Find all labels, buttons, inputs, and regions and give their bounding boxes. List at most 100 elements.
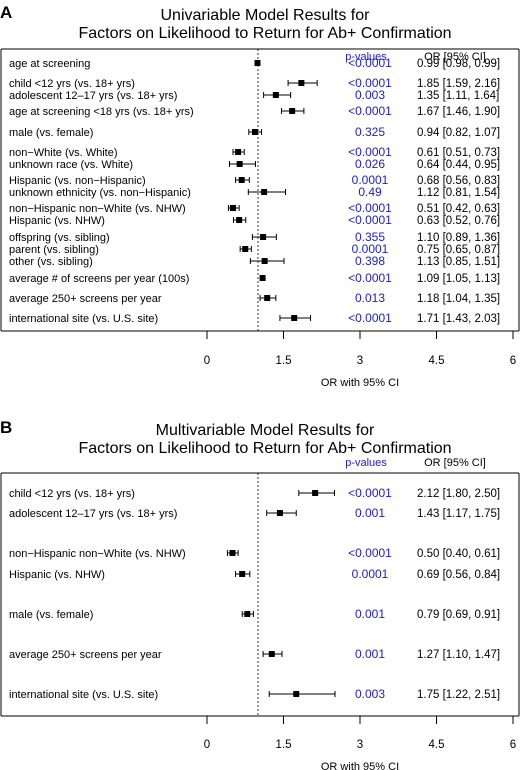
panel-letter: A bbox=[0, 3, 12, 22]
or-ci-text: 0.75 [0.65, 0.87] bbox=[417, 244, 500, 256]
or-ci-text: 1.18 [1.04, 1.35] bbox=[417, 293, 500, 305]
row-label: average 250+ screens per year bbox=[9, 293, 162, 305]
x-axis-label: OR with 95% CI bbox=[321, 377, 399, 389]
or-point bbox=[260, 234, 267, 240]
row-label: international site (vs. U.S. site) bbox=[9, 689, 158, 701]
p-value: 0.001 bbox=[355, 506, 385, 520]
or-point bbox=[236, 217, 243, 223]
row-label: adolescent 12–17 yrs (vs. 18+ yrs) bbox=[9, 90, 177, 102]
p-value: 0.325 bbox=[355, 125, 385, 139]
x-tick-label: 4.5 bbox=[429, 355, 445, 367]
or-ci-text: 1.71 [1.43, 2.03] bbox=[417, 313, 500, 325]
or-ci-text: 0.64 [0.44, 0.95] bbox=[417, 159, 500, 171]
row-label: other (vs. sibling) bbox=[9, 256, 93, 268]
panel-letter: B bbox=[0, 418, 12, 437]
or-point bbox=[261, 258, 268, 264]
or-ci-text: 1.85 [1.59, 2.16] bbox=[417, 78, 500, 90]
row-label: adolescent 12–17 yrs (vs. 18+ yrs) bbox=[9, 508, 177, 520]
or-ci-text: 1.12 [0.81, 1.54] bbox=[417, 187, 500, 199]
p-value: <0.0001 bbox=[348, 145, 392, 159]
or-point bbox=[238, 177, 245, 183]
or-point bbox=[242, 246, 249, 252]
or-point bbox=[289, 108, 296, 114]
p-value: 0.0001 bbox=[352, 242, 389, 256]
or-point bbox=[298, 80, 305, 86]
or-ci-text: 0.69 [0.56, 0.84] bbox=[417, 569, 500, 581]
row-label: Hispanic (vs. NHW) bbox=[9, 569, 105, 581]
or-ci-text: 0.79 [0.69, 0.91] bbox=[417, 609, 500, 621]
x-tick-label: 1.5 bbox=[276, 739, 292, 751]
row-label: child <12 yrs (vs. 18+ yrs) bbox=[9, 488, 135, 500]
p-value: 0.001 bbox=[355, 607, 385, 621]
p-value: <0.0001 bbox=[348, 56, 392, 70]
p-value: <0.0001 bbox=[348, 546, 392, 560]
row-label: male (vs. female) bbox=[9, 127, 93, 139]
row-label: international site (vs. U.S. site) bbox=[9, 313, 158, 325]
or-point bbox=[229, 550, 236, 556]
or-ci-text: 0.61 [0.51, 0.73] bbox=[417, 147, 500, 159]
row-label: average 250+ screens per year bbox=[9, 649, 162, 661]
row-label: age at screening <18 yrs (vs. 18+ yrs) bbox=[9, 106, 194, 118]
or-point bbox=[264, 295, 271, 301]
row-label: male (vs. female) bbox=[9, 609, 93, 621]
or-column-header: OR [95% CI] bbox=[424, 457, 486, 469]
or-point bbox=[293, 691, 300, 697]
or-point bbox=[259, 275, 266, 281]
or-ci-text: 0.99 [0.98, 0.99] bbox=[417, 58, 500, 70]
p-value: 0.026 bbox=[355, 157, 385, 171]
p-value: 0.398 bbox=[355, 254, 385, 268]
row-label: unknown race (vs. White) bbox=[9, 159, 133, 171]
p-value: 0.003 bbox=[355, 88, 385, 102]
or-point bbox=[244, 611, 251, 617]
or-ci-text: 0.63 [0.52, 0.76] bbox=[417, 215, 500, 227]
pvalue-column-header: p-values bbox=[345, 51, 387, 63]
p-value: 0.001 bbox=[355, 647, 385, 661]
x-tick-label: 0 bbox=[204, 355, 210, 367]
x-tick-label: 6 bbox=[510, 739, 516, 751]
or-point bbox=[236, 161, 243, 167]
or-ci-text: 0.50 [0.40, 0.61] bbox=[417, 548, 500, 560]
row-label: average # of screens per year (100s) bbox=[9, 273, 189, 285]
row-label: non−White (vs. White) bbox=[9, 147, 118, 159]
or-point bbox=[268, 651, 275, 657]
row-label: Hispanic (vs. NHW) bbox=[9, 215, 105, 227]
row-label: non−Hispanic non−White (vs. NHW) bbox=[9, 548, 186, 560]
or-ci-text: 0.94 [0.82, 1.07] bbox=[417, 127, 500, 139]
row-label: non−Hispanic non−White (vs. NHW) bbox=[9, 203, 186, 215]
row-label: age at screening bbox=[9, 58, 90, 70]
or-point bbox=[235, 149, 242, 155]
x-tick-label: 3 bbox=[357, 355, 363, 367]
or-point bbox=[230, 205, 237, 211]
p-value: <0.0001 bbox=[348, 201, 392, 215]
or-ci-text: 1.10 [0.89, 1.36] bbox=[417, 232, 500, 244]
x-tick-label: 3 bbox=[357, 739, 363, 751]
row-label: offspring (vs. sibling) bbox=[9, 232, 110, 244]
or-column-header: OR [95% CI] bbox=[424, 51, 486, 63]
p-value: <0.0001 bbox=[348, 213, 392, 227]
or-ci-text: 1.75 [1.22, 2.51] bbox=[417, 689, 500, 701]
x-tick-label: 6 bbox=[510, 355, 516, 367]
or-point bbox=[312, 490, 319, 496]
x-tick-label: 1.5 bbox=[276, 355, 292, 367]
or-point bbox=[272, 92, 279, 98]
pvalue-column-header: p-values bbox=[345, 457, 387, 469]
or-ci-text: 1.27 [1.10, 1.47] bbox=[417, 649, 500, 661]
p-value: <0.0001 bbox=[348, 76, 392, 90]
chart-title-line: Univariable Model Results for bbox=[161, 7, 371, 24]
x-tick-label: 4.5 bbox=[429, 739, 445, 751]
p-value: 0.003 bbox=[355, 687, 385, 701]
p-value: 0.0001 bbox=[352, 173, 389, 187]
or-point bbox=[276, 510, 283, 516]
or-ci-text: 1.43 [1.17, 1.75] bbox=[417, 508, 500, 520]
p-value: 0.0001 bbox=[352, 567, 389, 581]
or-point bbox=[291, 315, 298, 321]
or-point bbox=[239, 571, 246, 577]
x-axis-label: OR with 95% CI bbox=[321, 761, 399, 770]
p-value: 0.013 bbox=[355, 291, 385, 305]
p-value: <0.0001 bbox=[348, 271, 392, 285]
or-ci-text: 1.13 [0.85, 1.51] bbox=[417, 256, 500, 268]
x-tick-label: 0 bbox=[204, 739, 210, 751]
or-point bbox=[254, 60, 261, 66]
p-value: <0.0001 bbox=[348, 486, 392, 500]
